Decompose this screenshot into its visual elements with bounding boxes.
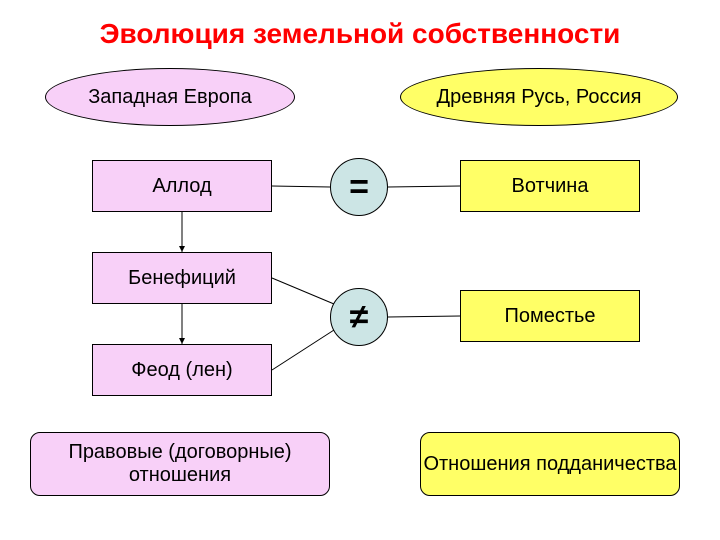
ellipse-label: Древняя Русь, Россия [437,86,642,109]
box-votchina: Вотчина [460,160,640,212]
box-label: Правовые (договорные) отношения [31,441,329,487]
box-label: Вотчина [512,175,589,198]
box-allod: Аллод [92,160,272,212]
box-feod: Феод (лен) [92,344,272,396]
ellipse-ancient-rus: Древняя Русь, Россия [400,68,678,126]
circle-equals: = [330,158,388,216]
ellipse-western-europe: Западная Европа [45,68,295,126]
box-pomestye: Поместье [460,290,640,342]
box-label: Отношения подданичества [423,453,676,476]
ellipse-label: Западная Европа [88,86,252,109]
box-subordination-relations: Отношения подданичества [420,432,680,496]
symbol-equals: = [349,168,369,207]
circle-not-equals: ≠ [330,288,388,346]
box-legal-relations: Правовые (договорные) отношения [30,432,330,496]
symbol-not-equals: ≠ [350,298,369,337]
box-label: Феод (лен) [131,359,232,382]
box-beneficium: Бенефиций [92,252,272,304]
box-label: Бенефиций [128,267,236,290]
box-label: Аллод [152,175,211,198]
diagram-title: Эволюция земельной собственности [0,18,720,50]
box-label: Поместье [504,305,595,328]
